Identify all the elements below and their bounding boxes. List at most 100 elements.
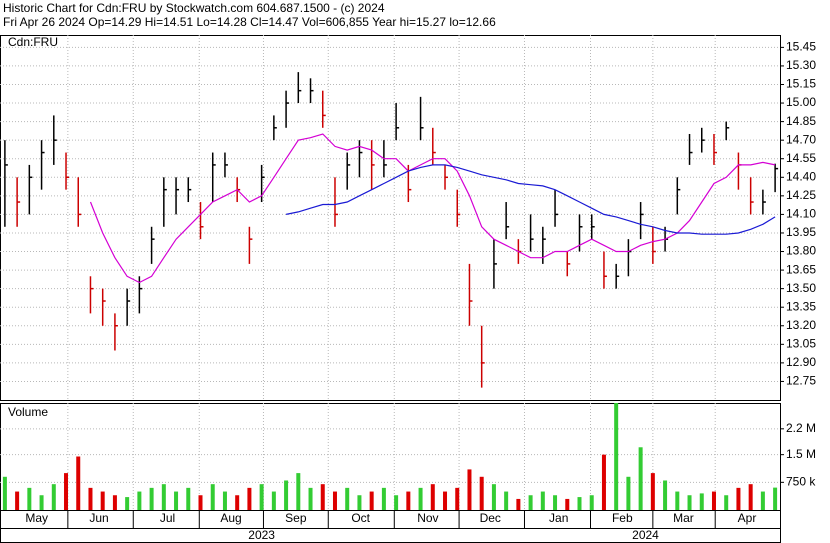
volume-bar xyxy=(88,487,93,510)
volume-bar xyxy=(479,476,484,510)
y-tick-label: 15.15 xyxy=(786,77,816,91)
y-tick-label: 14.10 xyxy=(786,207,816,221)
volume-bar xyxy=(296,473,301,510)
volume-bar xyxy=(247,487,252,510)
moving-average xyxy=(89,133,776,284)
y-tick-label: 13.80 xyxy=(786,244,816,258)
volume-bar xyxy=(39,495,44,510)
volume-bar xyxy=(64,473,69,510)
volume-bar xyxy=(565,498,570,510)
volume-bar xyxy=(406,491,411,510)
volume-bar xyxy=(663,480,668,510)
y-tick-label: 14.40 xyxy=(786,169,816,183)
volume-bar xyxy=(125,497,130,510)
x-tick-label: Apr xyxy=(738,511,757,525)
volume-bar xyxy=(357,495,362,510)
x-tick-label: Mar xyxy=(673,511,694,525)
volume-bar xyxy=(418,487,423,510)
x-tick-label: May xyxy=(25,511,48,525)
v-tick-label: 1.5 M xyxy=(786,447,816,461)
volume-bar xyxy=(589,495,594,510)
y-tick-label: 13.50 xyxy=(786,281,816,295)
volume-bar xyxy=(516,498,521,510)
volume-bar xyxy=(760,491,765,510)
y-tick-label: 13.05 xyxy=(786,336,816,350)
volume-bar xyxy=(773,487,778,510)
volume-bar xyxy=(320,484,325,510)
volume-bar xyxy=(650,473,655,510)
volume-bar xyxy=(614,403,619,510)
month-axis xyxy=(0,510,781,529)
volume-bar xyxy=(491,484,496,510)
volume-bar xyxy=(711,491,716,510)
chart-subtitle: Fri Apr 26 2024 Op=14.29 Hi=14.51 Lo=14.… xyxy=(3,15,496,29)
volume-bar xyxy=(284,480,289,510)
y-tick-label: 14.85 xyxy=(786,114,816,128)
year-axis xyxy=(0,528,781,543)
x-tick-label: Jan xyxy=(549,511,568,525)
volume-bar xyxy=(76,456,81,510)
volume-bar xyxy=(443,491,448,510)
v-tick-label: 2.2 M xyxy=(786,421,816,435)
volume-bar xyxy=(724,495,729,510)
volume-bar xyxy=(675,491,680,510)
volume-bar xyxy=(748,484,753,510)
symbol-label: Cdn:FRU xyxy=(8,35,58,49)
volume-bar xyxy=(430,484,435,510)
volume-bar xyxy=(345,487,350,510)
volume-bar xyxy=(638,447,643,510)
volume-bar xyxy=(553,495,558,510)
volume-bar xyxy=(308,487,313,510)
x-tick-label: Oct xyxy=(351,511,370,525)
volume-bar xyxy=(467,469,472,510)
volume-bar xyxy=(369,491,374,510)
y-tick-label: 12.90 xyxy=(786,355,816,369)
volume-bar xyxy=(601,454,606,510)
volume-bar xyxy=(540,491,545,510)
y-tick-label: 13.95 xyxy=(786,225,816,239)
volume-bar xyxy=(186,487,191,510)
volume-bar xyxy=(100,491,105,510)
volume-bar xyxy=(504,491,509,510)
volume-bar xyxy=(137,491,142,510)
volume-bar xyxy=(174,491,179,510)
volume-bar xyxy=(51,484,56,510)
volume-bar xyxy=(528,495,533,510)
volume-bar xyxy=(332,491,337,510)
y-tick-label: 15.00 xyxy=(786,95,816,109)
volume-bar xyxy=(736,487,741,510)
volume-label: Volume xyxy=(8,405,48,419)
year-label: 2024 xyxy=(632,528,659,542)
volume-bar xyxy=(687,495,692,510)
x-tick-label: Sep xyxy=(285,511,307,525)
x-tick-label: Nov xyxy=(417,511,438,525)
y-tick-label: 13.65 xyxy=(786,262,816,276)
y-tick-label: 14.25 xyxy=(786,188,816,202)
x-tick-label: Jul xyxy=(160,511,175,525)
volume-bar xyxy=(149,487,154,510)
chart-title: Historic Chart for Cdn:FRU by Stockwatch… xyxy=(3,1,385,15)
y-tick-label: 14.55 xyxy=(786,151,816,165)
volume-bar xyxy=(699,493,704,510)
volume-bar xyxy=(112,495,117,510)
y-tick-label: 13.20 xyxy=(786,318,816,332)
volume-bar xyxy=(271,491,276,510)
y-tick-label: 15.45 xyxy=(786,40,816,54)
volume-bar xyxy=(222,491,227,510)
x-tick-label: Feb xyxy=(612,511,633,525)
year-label: 2023 xyxy=(248,528,275,542)
volume-bar xyxy=(577,497,582,510)
volume-bar xyxy=(15,491,20,510)
volume-bar xyxy=(161,484,166,510)
y-tick-label: 13.35 xyxy=(786,299,816,313)
x-tick-label: Jun xyxy=(89,511,108,525)
moving-average xyxy=(285,164,776,235)
volume-bar xyxy=(394,495,399,510)
volume-bar xyxy=(27,487,32,510)
volume-bar xyxy=(210,484,215,510)
volume-bar xyxy=(2,476,7,510)
price-panel xyxy=(0,35,781,401)
x-tick-label: Dec xyxy=(480,511,501,525)
volume-bar xyxy=(455,487,460,510)
